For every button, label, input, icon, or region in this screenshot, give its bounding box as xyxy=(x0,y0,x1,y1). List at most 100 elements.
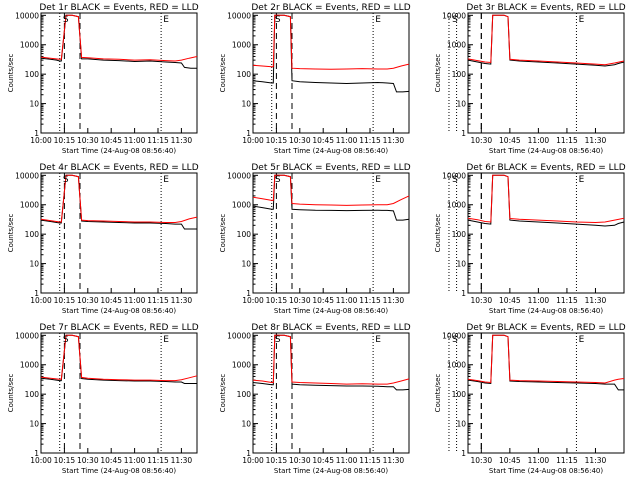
plot-frame xyxy=(252,12,410,134)
x-tick-label: 10:00 xyxy=(242,136,264,145)
y-tick-label: 100 xyxy=(237,230,252,239)
plot-frame xyxy=(40,332,198,454)
y-tick-label: 10000 xyxy=(227,171,251,180)
y-axis-label: Counts/sec xyxy=(434,214,442,253)
y-axis-label: Counts/sec xyxy=(219,374,227,413)
y-tick-label: 1000 xyxy=(20,361,39,370)
x-tick-label: 11:15 xyxy=(147,136,169,145)
events-series-line xyxy=(467,334,624,391)
y-axis-label: Counts/sec xyxy=(7,374,15,413)
x-tick-label: 10:15 xyxy=(54,296,76,305)
chart-panel-6: Det 6r BLACK = Events, RED = LLD 1 10 100 10… xyxy=(434,163,626,315)
y-tick-label: 10000 xyxy=(442,11,466,20)
lld-series-line xyxy=(40,14,198,62)
y-tick-label: 1 xyxy=(246,129,251,138)
chart-panel-1: Det 1r BLACK = Events, RED = LLD 1 10 100 10… xyxy=(7,3,199,155)
y-axis-label: Counts/sec xyxy=(434,374,442,413)
y-tick-label: 10 xyxy=(241,100,251,109)
y-tick-label: 10000 xyxy=(15,331,39,340)
x-tick-label: 11:30 xyxy=(383,456,405,465)
x-axis-label: Start Time (24-Aug-08 08:56:40) xyxy=(489,467,603,475)
y-axis-label: Counts/sec xyxy=(7,54,15,93)
y-tick-label: 100 xyxy=(452,390,467,399)
y-tick-label: 100 xyxy=(25,390,40,399)
y-tick-label: 1000 xyxy=(232,201,251,210)
x-tick-label: 10:00 xyxy=(242,296,264,305)
y-tick-label: 1000 xyxy=(447,41,466,50)
lld-series-line xyxy=(252,334,410,385)
y-tick-label: 1 xyxy=(246,449,251,458)
start-marker-label: S xyxy=(63,335,69,345)
y-tick-label: 100 xyxy=(452,70,467,79)
x-tick-label: 11:15 xyxy=(556,296,578,305)
start-marker-label: S xyxy=(275,175,281,185)
chart-panel-5: Det 5r BLACK = Events, RED = LLD 1 10 100 10… xyxy=(219,163,411,315)
end-marker-label: E xyxy=(375,175,381,185)
x-tick-label: 10:45 xyxy=(100,136,122,145)
lld-series-line xyxy=(467,334,625,384)
plot-frame xyxy=(467,172,625,294)
start-marker-label: S xyxy=(63,175,69,185)
plot-frame xyxy=(467,332,625,454)
x-axis-label: Start Time (24-Aug-08 08:56:40) xyxy=(274,307,388,315)
end-marker-label: E xyxy=(375,15,381,25)
y-tick-label: 100 xyxy=(25,70,40,79)
start-marker-label: S xyxy=(452,335,458,345)
lld-series-line xyxy=(40,174,198,223)
y-tick-label: 10 xyxy=(456,420,466,429)
chart-panel-7: Det 7r BLACK = Events, RED = LLD 1 10 100 10… xyxy=(7,323,199,475)
end-marker-label: E xyxy=(375,335,381,345)
y-axis-label: Counts/sec xyxy=(219,54,227,93)
end-marker-label: E xyxy=(579,335,585,345)
x-tick-label: 10:15 xyxy=(54,136,76,145)
y-tick-label: 10 xyxy=(456,100,466,109)
y-tick-label: 100 xyxy=(25,230,40,239)
y-tick-label: 1000 xyxy=(447,201,466,210)
x-tick-label: 11:15 xyxy=(556,136,578,145)
end-marker-label: E xyxy=(579,15,585,25)
plot-frame xyxy=(40,172,198,294)
y-tick-label: 10 xyxy=(29,100,39,109)
x-tick-label: 11:00 xyxy=(528,296,550,305)
panel-title: Det 3r BLACK = Events, RED = LLD xyxy=(466,3,625,13)
y-tick-label: 10 xyxy=(241,260,251,269)
y-tick-label: 1000 xyxy=(20,201,39,210)
chart-panel-4: Det 4r BLACK = Events, RED = LLD 1 10 100 10… xyxy=(7,163,199,315)
y-axis-label: Counts/sec xyxy=(7,214,15,253)
x-tick-label: 10:15 xyxy=(266,456,288,465)
events-series-line xyxy=(40,14,197,69)
y-tick-label: 1 xyxy=(34,129,39,138)
x-tick-label: 10:30 xyxy=(471,136,493,145)
panel-title: Det 6r BLACK = Events, RED = LLD xyxy=(466,163,625,173)
x-tick-label: 11:30 xyxy=(383,296,405,305)
start-marker-label: S xyxy=(63,15,69,25)
x-tick-label: 10:45 xyxy=(312,136,334,145)
x-tick-label: 11:30 xyxy=(383,136,405,145)
end-marker-label: E xyxy=(163,15,169,25)
start-marker-label: S xyxy=(452,15,458,25)
y-tick-label: 1 xyxy=(461,129,466,138)
panel-title: Det 4r BLACK = Events, RED = LLD xyxy=(39,163,198,173)
end-marker-label: E xyxy=(163,175,169,185)
y-tick-label: 10 xyxy=(241,420,251,429)
chart-panel-9: Det 9r BLACK = Events, RED = LLD 1 10 100 10… xyxy=(434,323,626,475)
start-marker-label: S xyxy=(452,175,458,185)
y-tick-label: 1 xyxy=(246,289,251,298)
x-tick-label: 11:30 xyxy=(585,136,607,145)
lld-series-line xyxy=(252,14,410,70)
x-tick-label: 10:30 xyxy=(471,296,493,305)
panel-title: Det 7r BLACK = Events, RED = LLD xyxy=(39,323,198,333)
y-tick-label: 1000 xyxy=(232,41,251,50)
x-axis-label: Start Time (24-Aug-08 08:56:40) xyxy=(62,467,176,475)
y-axis-label: Counts/sec xyxy=(219,214,227,253)
panel-title: Det 2r BLACK = Events, RED = LLD xyxy=(251,3,410,13)
plot-frame xyxy=(252,332,410,454)
x-tick-label: 10:15 xyxy=(266,296,288,305)
x-axis-label: Start Time (24-Aug-08 08:56:40) xyxy=(489,307,603,315)
x-tick-label: 11:15 xyxy=(147,296,169,305)
events-series-line xyxy=(467,14,625,67)
y-tick-label: 10 xyxy=(456,260,466,269)
x-tick-label: 10:30 xyxy=(289,296,311,305)
x-tick-label: 11:00 xyxy=(528,456,550,465)
x-tick-label: 11:30 xyxy=(171,136,193,145)
